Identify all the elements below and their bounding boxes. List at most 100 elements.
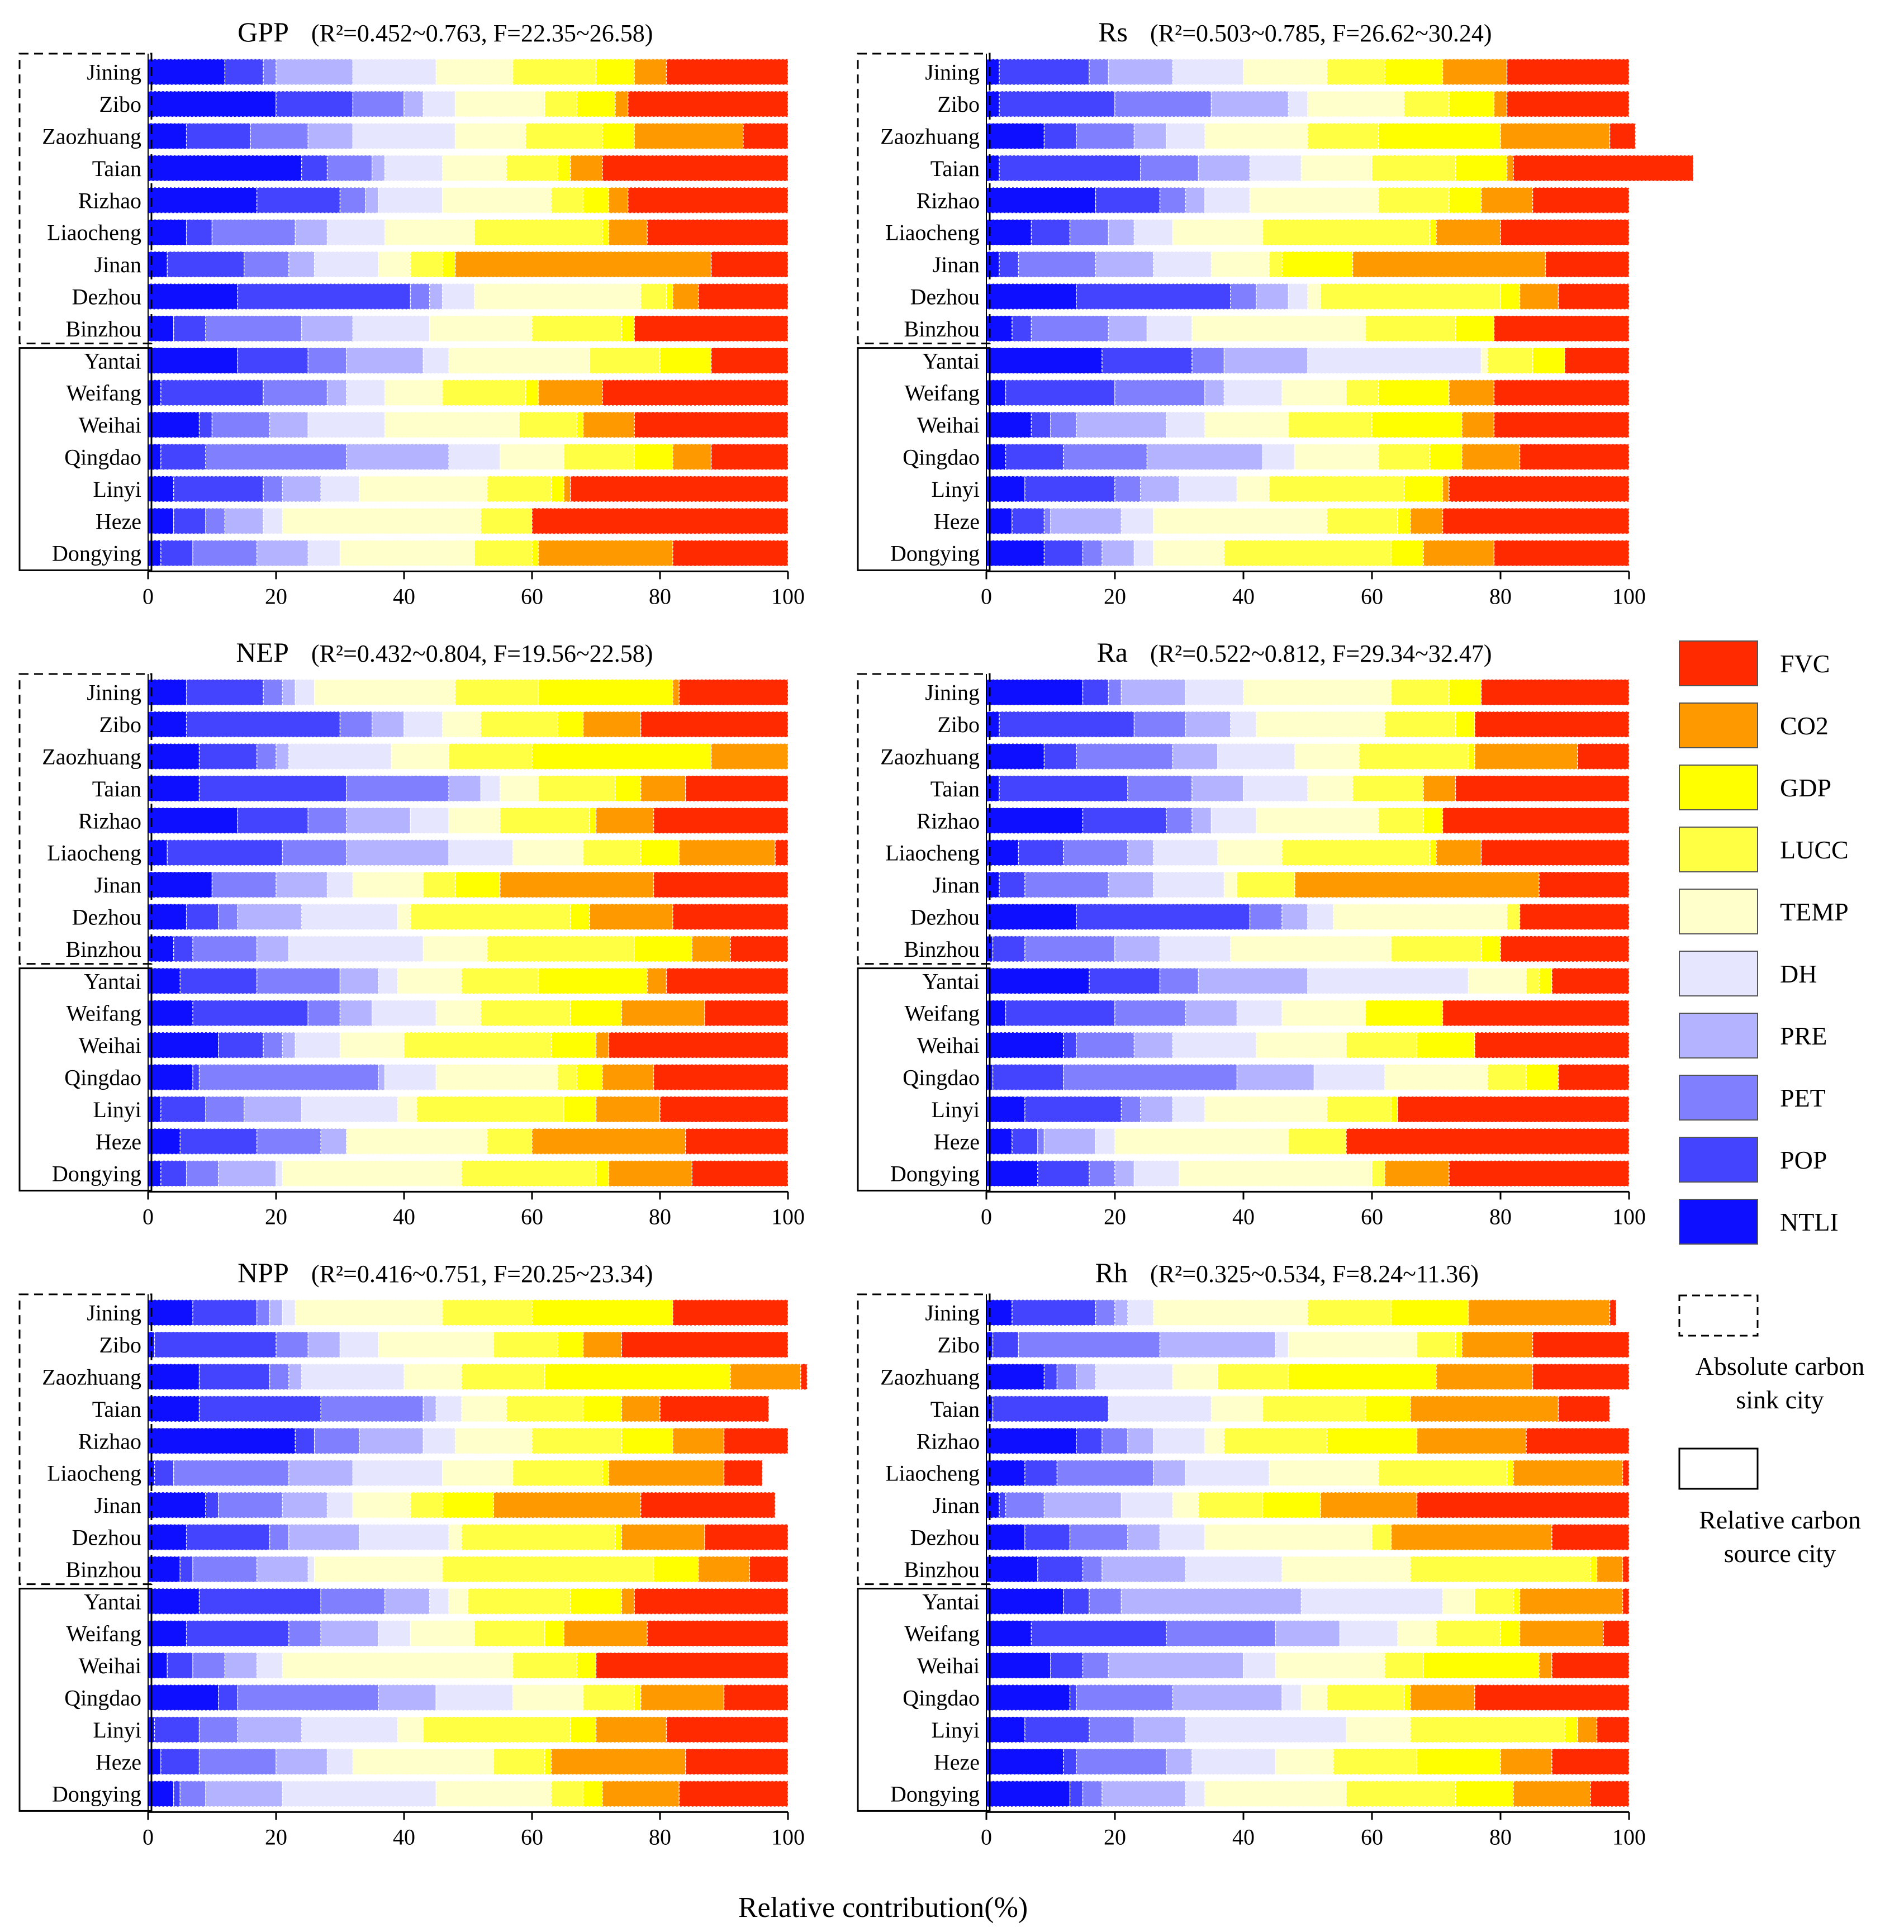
bar-nep-linyi-ntli [148, 1096, 162, 1123]
bar-gpp-liaocheng-temp [384, 219, 475, 246]
bar-nep-jinan-fvc [653, 871, 789, 898]
bar-npp-dezhou-lucc [461, 1523, 616, 1551]
x-tick-label-nep-60: 60 [521, 1204, 543, 1229]
city-label-ra-zaozhuang: Zaozhuang [880, 744, 980, 770]
bar-nep-heze-pet [256, 1128, 321, 1155]
bar-gpp-qingdao-co2 [672, 443, 712, 471]
bar-ra-qingdao-dh [1313, 1064, 1385, 1091]
bar-nep-rizhao-pre [346, 807, 411, 834]
bar-rh-yantai-lucc [1474, 1588, 1514, 1615]
bar-ra-heze-temp [1114, 1128, 1289, 1155]
bar-ra-dongying-lucc [1371, 1160, 1385, 1187]
bar-gpp-taian-lucc [506, 155, 558, 182]
bar-gpp-rizhao-pop [256, 187, 341, 214]
bar-nep-qingdao-pre [378, 1064, 386, 1091]
bar-rh-binzhou-fvc [1622, 1556, 1630, 1583]
bar-rh-binzhou-temp [1281, 1556, 1411, 1583]
bar-npp-weifang-pre [320, 1620, 379, 1647]
bar-rs-linyi-pre [1140, 476, 1180, 502]
bar-npp-heze-dh [326, 1748, 354, 1776]
bar-gpp-zaozhuang-co2 [634, 122, 744, 150]
bar-npp-weifang-gdp [544, 1620, 565, 1647]
bar-rs-dongying-ntli [986, 539, 1045, 567]
bar-rh-zibo-dh [1275, 1331, 1289, 1358]
bar-gpp-taian-fvc [602, 155, 789, 182]
bar-rh-yantai-pop [1063, 1588, 1090, 1615]
bar-rs-dezhou-temp [1307, 283, 1321, 310]
bar-gpp-dezhou-dh [441, 283, 475, 310]
x-tick-label-rh-100: 100 [1612, 1824, 1646, 1849]
x-tick-label-rs-20: 20 [1104, 583, 1126, 609]
bar-gpp-dezhou-pop [237, 283, 411, 310]
bar-gpp-taian-gdp [557, 155, 571, 182]
bar-npp-heze-co2 [550, 1748, 686, 1776]
x-tick-label-npp-40: 40 [393, 1824, 415, 1849]
x-tick-label-rh-40: 40 [1232, 1824, 1255, 1849]
bar-rs-liaocheng-dh [1133, 219, 1174, 246]
bar-npp-rizhao-pet [314, 1427, 360, 1455]
bar-rh-binzhou-dh [1185, 1556, 1283, 1583]
bar-npp-zaozhuang-ntli [148, 1363, 200, 1390]
bar-rh-weifang-ntli [986, 1620, 1032, 1647]
bar-rs-zaozhuang-co2 [1500, 122, 1611, 150]
bar-ra-zibo-temp [1256, 711, 1385, 738]
bar-npp-jining-pop [192, 1299, 258, 1326]
bar-npp-qingdao-lucc [582, 1684, 635, 1711]
bar-rh-heze-pet [1076, 1748, 1167, 1776]
bar-nep-dongying-pet [186, 1160, 219, 1187]
bar-rh-linyi-gdp [1564, 1716, 1578, 1743]
bar-nep-dezhou-temp [397, 903, 411, 931]
bar-ra-dongying-co2 [1384, 1160, 1450, 1187]
bar-gpp-linyi-temp [359, 476, 488, 502]
bar-rs-dezhou-ntli [986, 283, 1077, 310]
bar-npp-liaocheng-lucc [512, 1459, 603, 1487]
bar-ra-weihai-pet [1076, 1032, 1135, 1058]
bar-npp-zaozhuang-pop [198, 1363, 270, 1390]
city-label-rh-qingdao: Qingdao [903, 1686, 980, 1711]
bar-ra-heze-pet [1037, 1128, 1045, 1155]
bar-gpp-linyi-ntli [148, 476, 174, 502]
bar-ra-linyi-pre [1140, 1096, 1174, 1123]
bar-gpp-heze-fvc [531, 507, 789, 535]
bar-ra-binzhou-temp [1230, 936, 1392, 962]
bar-rh-linyi-fvc [1596, 1716, 1630, 1743]
bar-npp-binzhou-co2 [697, 1556, 751, 1583]
bar-gpp-zibo-ntli [148, 91, 277, 117]
bar-nep-binzhou-pre [256, 936, 289, 962]
bar-gpp-taian-ntli [148, 155, 302, 182]
bar-gpp-linyi-dh [320, 476, 360, 502]
bar-gpp-dongying-dh [307, 539, 341, 567]
bar-rs-zibo-gdp [1449, 91, 1495, 117]
bar-ra-yantai-temp [1468, 967, 1527, 995]
bar-gpp-zibo-pre [403, 91, 424, 117]
city-label-gpp-binzhou: Binzhou [65, 316, 141, 341]
city-label-gpp-yantai: Yantai [84, 348, 141, 373]
bar-rh-yantai-ntli [986, 1588, 1064, 1615]
city-label-rs-linyi: Linyi [931, 477, 980, 502]
city-label-rh-weihai: Weihai [917, 1653, 980, 1678]
bar-ra-weihai-pop [1063, 1032, 1077, 1058]
city-label-rs-taian: Taian [930, 156, 980, 181]
bar-nep-dongying-gdp [595, 1160, 610, 1187]
bar-ra-liaocheng-dh [1153, 839, 1218, 866]
panel-rh: Rh (R²=0.325~0.534, F=8.24~11.36) Jining Zi… [857, 1257, 1646, 1849]
bar-rh-weifang-lucc [1436, 1620, 1501, 1647]
bar-ra-yantai-pop [1089, 967, 1161, 995]
bar-rs-liaocheng-pet [1069, 219, 1109, 246]
x-tick-label-rs-100: 100 [1612, 583, 1646, 609]
legend-swatch-dh [1679, 951, 1758, 996]
bar-nep-weihai-co2 [595, 1032, 610, 1058]
bar-rh-weihai-lucc [1384, 1652, 1424, 1679]
bar-npp-weifang-co2 [563, 1620, 648, 1647]
city-label-npp-binzhou: Binzhou [65, 1557, 141, 1582]
bar-ra-dezhou-dh [1307, 903, 1334, 931]
bar-rh-linyi-pet [1089, 1716, 1135, 1743]
bar-gpp-linyi-pre [282, 476, 321, 502]
bar-gpp-taian-pet [326, 155, 373, 182]
bar-ra-qingdao-pre [1236, 1064, 1315, 1091]
x-tick-label-rh-80: 80 [1489, 1824, 1512, 1849]
bar-rh-dongying-lucc [1346, 1780, 1456, 1807]
bar-rs-dongying-lucc [1223, 539, 1392, 567]
bar-rs-jining-dh [1172, 58, 1244, 86]
city-label-ra-jinan: Jinan [933, 872, 980, 898]
